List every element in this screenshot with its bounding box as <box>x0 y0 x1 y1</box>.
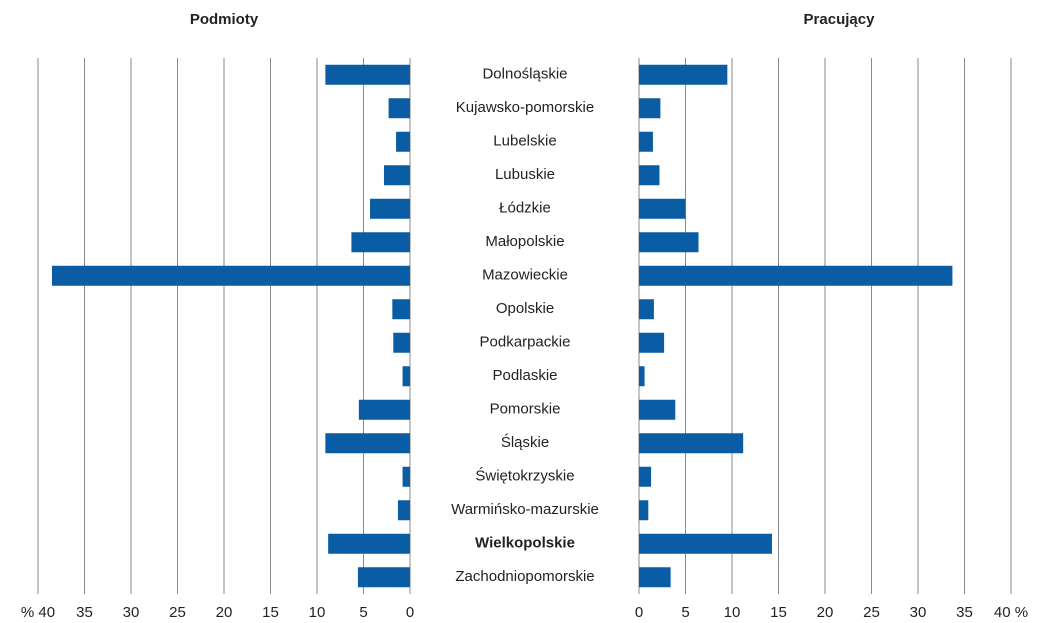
bar <box>370 198 410 219</box>
category-label: Mazowieckie <box>482 267 568 284</box>
bar <box>639 198 686 219</box>
category-label: Świętokrzyskie <box>475 467 574 485</box>
x-tick-label: 30 <box>123 604 140 621</box>
category-label: Lubelskie <box>493 133 556 150</box>
bar <box>639 366 645 387</box>
bar <box>639 232 699 253</box>
bar <box>639 466 652 487</box>
category-label: Warmińsko-mazurskie <box>451 501 599 518</box>
bar <box>639 64 728 85</box>
bar <box>397 500 410 521</box>
bar <box>357 567 410 588</box>
bar <box>388 98 410 119</box>
bar <box>639 399 676 420</box>
x-tick-label: 20 <box>216 604 233 621</box>
x-tick-label: 35 <box>76 604 93 621</box>
bar <box>383 165 410 186</box>
x-tick-label: 25 <box>863 604 880 621</box>
bar <box>639 500 649 521</box>
category-label: Podkarpackie <box>480 334 571 351</box>
bar <box>392 299 410 320</box>
bar <box>639 433 744 454</box>
x-tick-label: 35 <box>956 604 973 621</box>
bar <box>402 366 410 387</box>
category-label: Dolnośląskie <box>482 66 567 83</box>
category-label: Łódzkie <box>499 200 551 217</box>
bar <box>639 131 653 152</box>
x-tick-label: 15 <box>770 604 787 621</box>
category-label: Wielkopolskie <box>475 535 575 552</box>
x-tick-label: 10 <box>309 604 326 621</box>
category-label: Śląskie <box>501 433 549 451</box>
bar <box>396 131 410 152</box>
category-label: Małopolskie <box>485 233 564 250</box>
bar <box>639 567 671 588</box>
x-tick-label: 25 <box>169 604 186 621</box>
bar <box>393 332 410 353</box>
x-tick-label: % 40 <box>21 604 55 621</box>
bar <box>639 98 661 119</box>
category-label: Opolskie <box>496 300 554 317</box>
bar <box>639 165 660 186</box>
bar <box>639 265 953 286</box>
bar <box>328 533 410 554</box>
bar <box>325 64 410 85</box>
x-tick-label: 10 <box>724 604 741 621</box>
x-tick-label: 30 <box>910 604 927 621</box>
x-tick-label: 0 <box>406 604 414 621</box>
category-label: Kujawsko-pomorskie <box>456 99 594 116</box>
x-tick-label: 40 % <box>994 604 1028 621</box>
category-label: Zachodniopomorskie <box>455 568 594 585</box>
bar <box>351 232 410 253</box>
x-tick-label: 0 <box>635 604 643 621</box>
bar <box>639 332 665 353</box>
category-label: Lubuskie <box>495 166 555 183</box>
bar <box>358 399 410 420</box>
x-tick-label: 5 <box>359 604 367 621</box>
bar <box>402 466 410 487</box>
panel-title: Pracujący <box>804 11 876 28</box>
x-tick-label: 5 <box>681 604 689 621</box>
panel-title: Podmioty <box>190 11 259 28</box>
bar <box>51 265 410 286</box>
category-label: Pomorskie <box>490 401 561 418</box>
bar <box>325 433 410 454</box>
x-tick-label: 15 <box>262 604 279 621</box>
bar <box>639 533 772 554</box>
bar <box>639 299 654 320</box>
category-label: Podlaskie <box>492 367 557 384</box>
x-tick-label: 20 <box>817 604 834 621</box>
